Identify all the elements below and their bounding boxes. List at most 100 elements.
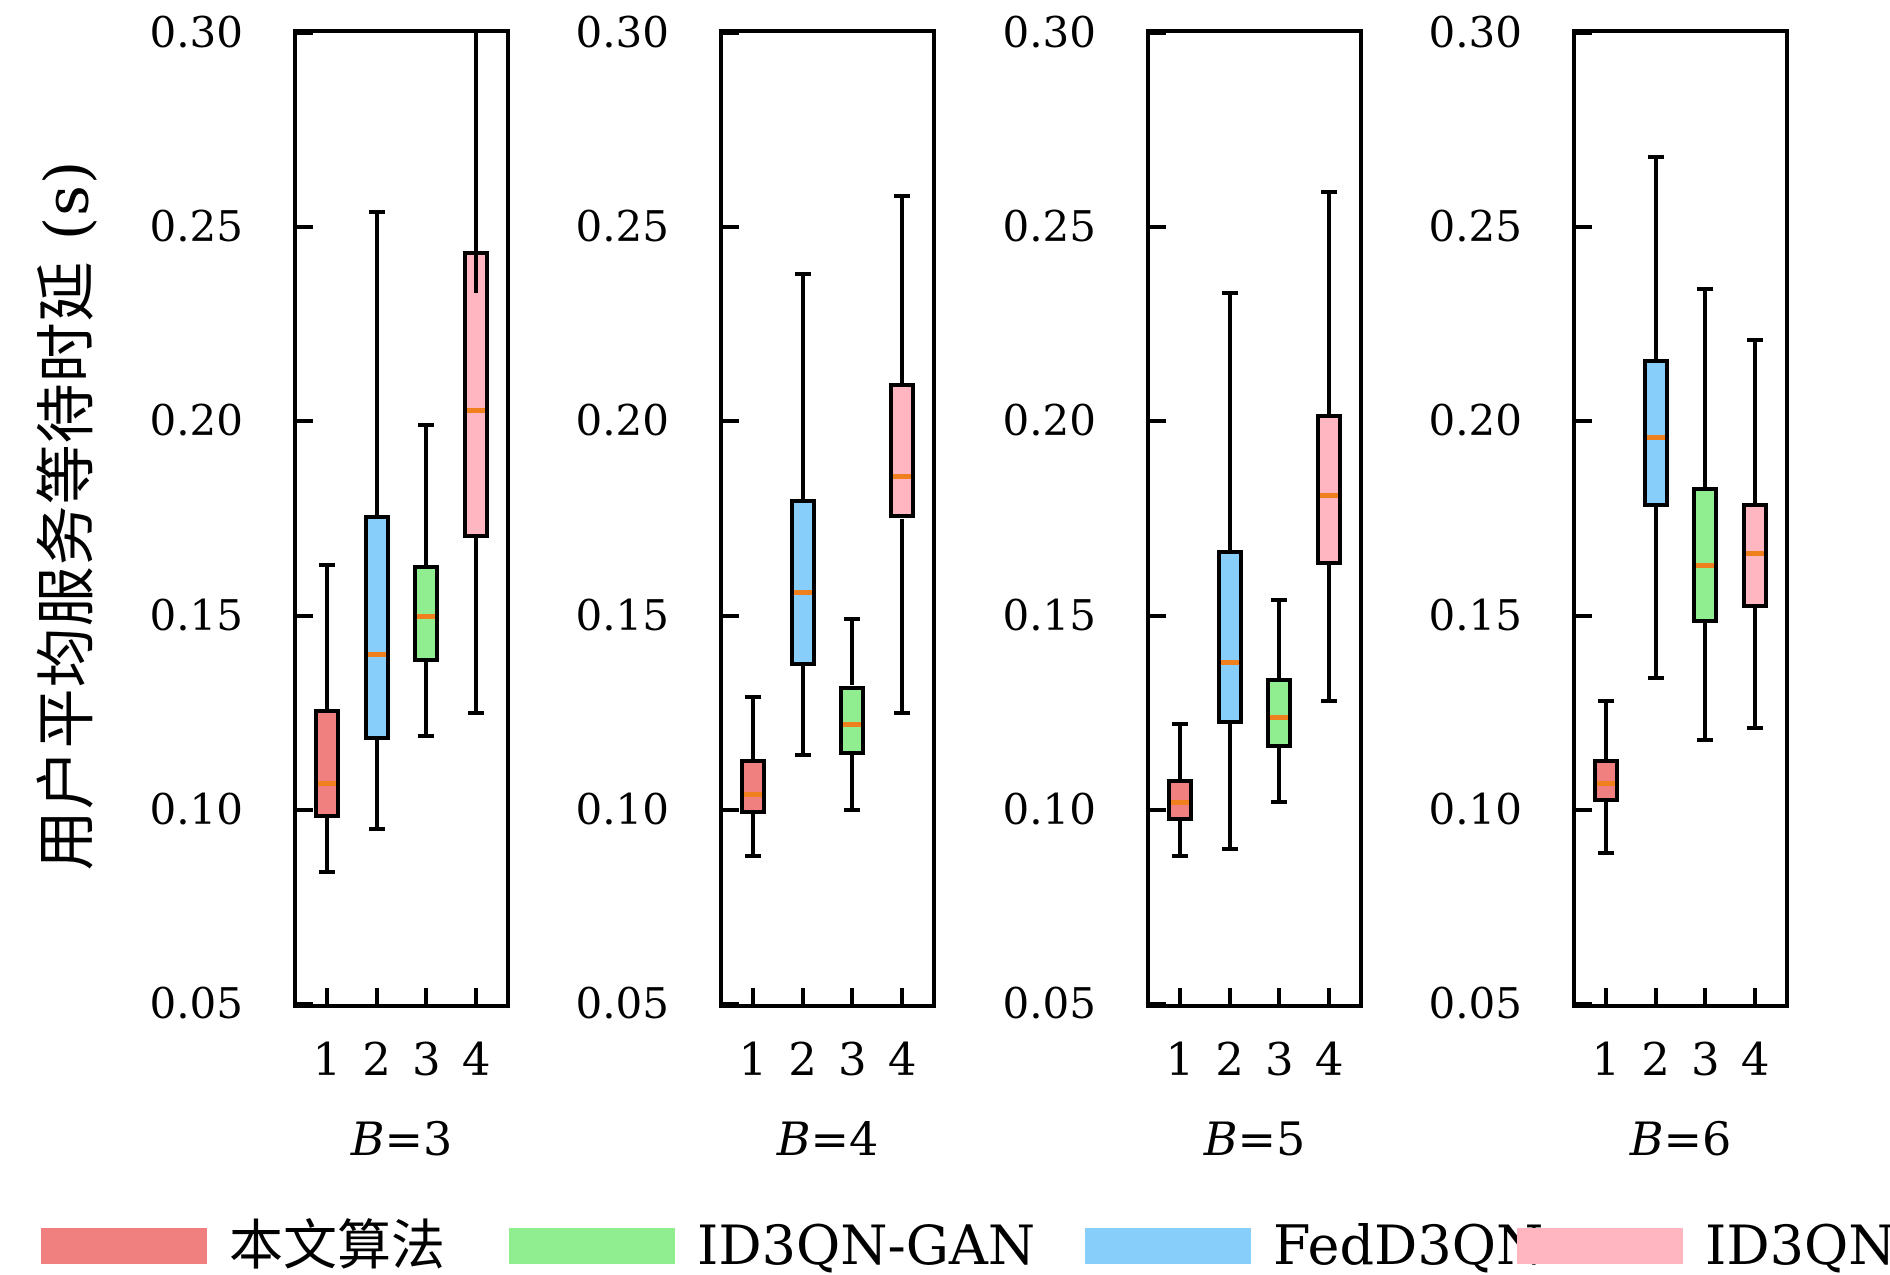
x-tick-label: 2: [362, 1033, 391, 1086]
y-tick-mark: [297, 1002, 313, 1004]
y-tick-mark: [1576, 807, 1592, 812]
plot-area: [1146, 29, 1363, 1008]
upper-whisker: [1277, 600, 1282, 678]
upper-whisker: [1177, 724, 1182, 779]
lower-whisker: [1277, 747, 1282, 803]
box-FedD3QN: [1642, 359, 1669, 507]
y-tick-label: 0.30: [149, 8, 243, 57]
y-tick-mark: [1150, 1002, 1166, 1004]
y-tick-label: 0.30: [1428, 8, 1522, 57]
panel-title-variable: B: [350, 1112, 385, 1166]
upper-whisker: [324, 565, 329, 709]
upper-whisker: [900, 196, 905, 383]
upper-whisker: [1703, 289, 1708, 488]
median-line: [1220, 660, 1239, 666]
legend-swatch-green: [509, 1228, 675, 1264]
y-tick-mark: [297, 613, 313, 618]
y-tick-mark: [1576, 419, 1592, 424]
y-tick-mark: [723, 1002, 739, 1004]
median-line: [317, 780, 336, 786]
x-tick-label: 1: [1591, 1033, 1621, 1086]
y-tick-label: 0.10: [1002, 784, 1096, 834]
x-tick-mark: [750, 988, 755, 1004]
lower-whisker: [1177, 821, 1182, 857]
x-tick-label: 4: [1740, 1033, 1770, 1086]
y-tick-label: 0.20: [575, 396, 669, 446]
median-line: [467, 407, 486, 413]
plot-area: [293, 29, 510, 1008]
lower-whisker-cap: [1271, 800, 1288, 805]
y-tick-label: 0.05: [1002, 979, 1096, 1028]
lower-whisker: [750, 813, 755, 857]
upper-whisker: [1603, 701, 1608, 760]
median-line: [1646, 434, 1665, 440]
lower-whisker: [1327, 565, 1332, 702]
x-tick-mark: [850, 988, 855, 1004]
lower-whisker-cap: [1747, 726, 1764, 731]
lower-whisker: [900, 518, 905, 713]
upper-whisker: [474, 33, 479, 294]
x-tick-mark: [900, 988, 905, 1004]
box-ID3QN-GAN: [1692, 487, 1719, 624]
box-本文算法: [313, 708, 340, 818]
legend-item-id3qn-gan: ID3QN-GAN: [509, 1217, 1035, 1275]
x-tick-mark: [1327, 988, 1332, 1004]
boxplot-panel-B5: 0.30 0.25 0.20 0.15 0.10 0.05 1 2 3 4 B=5: [1002, 0, 1363, 1275]
y-tick-mark: [1150, 807, 1166, 812]
x-tick-mark: [1177, 988, 1182, 1004]
median-line: [793, 590, 812, 596]
lower-whisker-cap: [1171, 854, 1188, 859]
legend-item-fedd3qn: FedD3QN: [1085, 1217, 1543, 1275]
upper-whisker: [1653, 157, 1658, 360]
legend-label: FedD3QN: [1273, 1214, 1544, 1275]
y-tick-mark: [723, 613, 739, 618]
median-line: [893, 473, 912, 479]
plot-area: [1572, 29, 1789, 1008]
median-line: [1746, 551, 1765, 557]
x-tick-label: 3: [1691, 1033, 1720, 1086]
y-tick-label: 0.25: [149, 202, 243, 252]
x-tick-mark: [1227, 988, 1232, 1004]
legend: 本文算法 ID3QN-GAN FedD3QN ID3QN: [0, 1217, 1890, 1275]
y-tick-mark: [297, 419, 313, 424]
boxplot-panel-B6: 0.30 0.25 0.20 0.15 0.10 0.05 1 2 3 4 B=6: [1428, 0, 1789, 1275]
legend-item-benwen: 本文算法: [41, 1217, 445, 1275]
lower-whisker-cap: [844, 807, 861, 812]
x-tick-mark: [1703, 988, 1708, 1004]
x-tick-mark: [800, 988, 805, 1004]
y-tick-label: 0.15: [575, 590, 669, 640]
panel-title: B=3: [350, 1112, 453, 1166]
box-ID3QN: [1316, 413, 1343, 566]
x-tick-label: 1: [738, 1033, 768, 1086]
box-ID3QN: [889, 382, 916, 519]
y-tick-mark: [1576, 613, 1592, 618]
y-tick-mark: [1576, 225, 1592, 230]
lower-whisker-cap: [1647, 675, 1664, 680]
lower-whisker-cap: [468, 710, 485, 715]
y-tick-label: 0.05: [1428, 979, 1522, 1028]
median-line: [1596, 780, 1615, 786]
lower-whisker: [1227, 724, 1232, 849]
upper-whisker: [424, 425, 429, 566]
x-tick-label: 4: [461, 1033, 491, 1086]
panel-title-variable: B: [1203, 1112, 1238, 1166]
median-line: [743, 792, 762, 798]
panel-title: B=4: [776, 1112, 879, 1166]
y-tick-label: 0.20: [1002, 396, 1096, 446]
y-tick-label: 0.30: [575, 8, 669, 57]
upper-whisker: [1753, 339, 1758, 503]
y-tick-label: 0.10: [575, 784, 669, 834]
box-ID3QN-GAN: [1266, 677, 1293, 748]
lower-whisker-cap: [418, 734, 435, 738]
median-line: [367, 652, 386, 658]
box-ID3QN-GAN: [839, 685, 866, 756]
lower-whisker: [1753, 607, 1758, 729]
box-FedD3QN: [789, 499, 816, 667]
x-tick-mark: [424, 988, 429, 1004]
y-tick-label: 0.05: [575, 979, 669, 1028]
y-tick-label: 0.10: [1428, 784, 1522, 834]
median-line: [417, 613, 436, 619]
lower-whisker: [850, 755, 855, 810]
y-tick-mark: [297, 807, 313, 812]
